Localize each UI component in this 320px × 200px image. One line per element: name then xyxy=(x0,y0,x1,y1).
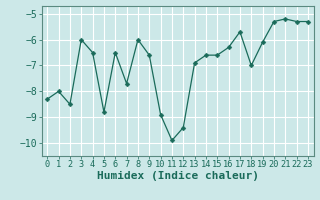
X-axis label: Humidex (Indice chaleur): Humidex (Indice chaleur) xyxy=(97,171,259,181)
